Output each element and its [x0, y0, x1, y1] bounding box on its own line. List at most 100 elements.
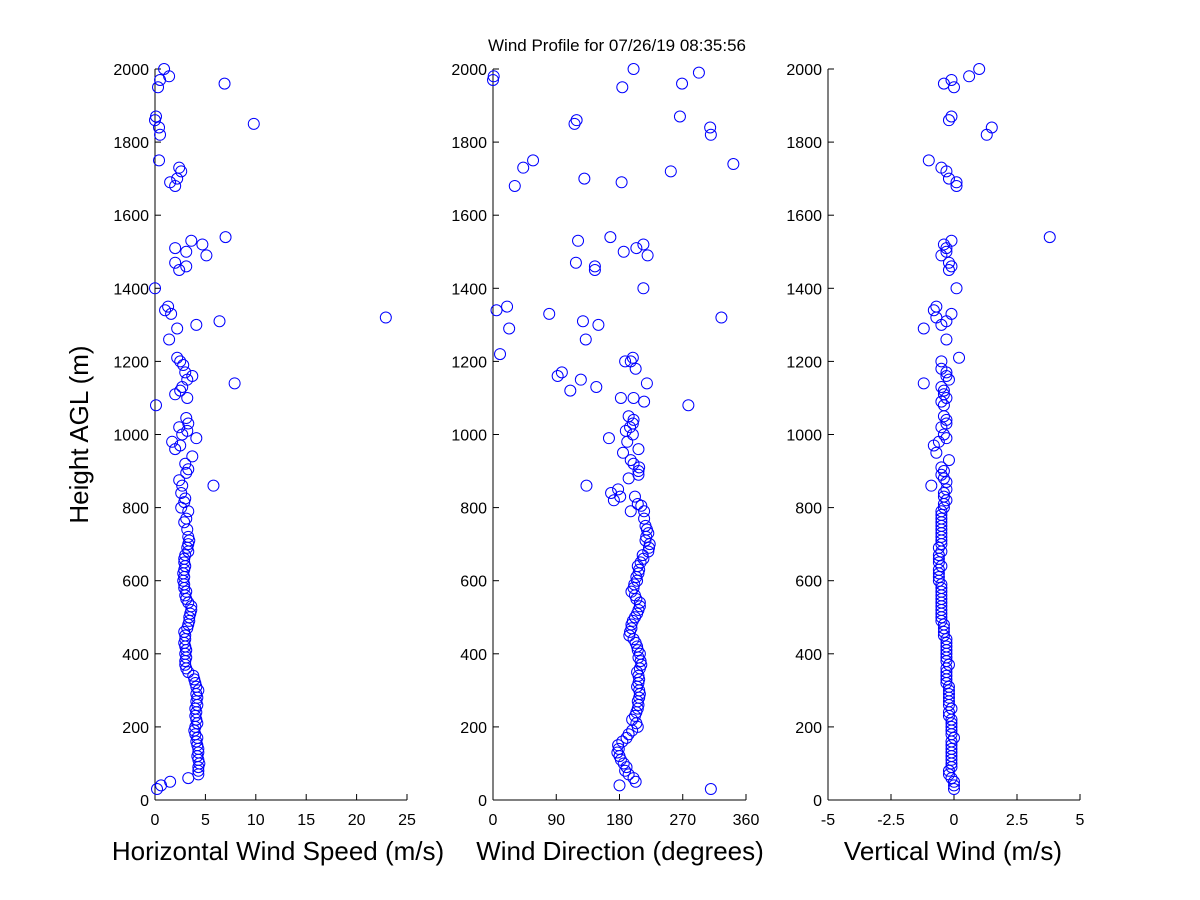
data-point	[613, 779, 626, 792]
data-point	[948, 731, 960, 744]
x-tick-label: 0	[950, 812, 959, 829]
data-point	[153, 154, 166, 167]
data-point	[487, 73, 499, 86]
data-point	[501, 300, 514, 313]
data-point	[616, 735, 629, 748]
data-point	[640, 377, 653, 390]
x-tick-label: 2.5	[1006, 812, 1028, 829]
data-point	[673, 110, 686, 123]
data-point	[624, 454, 637, 467]
data-point	[622, 768, 635, 781]
data-point	[171, 322, 184, 335]
data-points	[487, 63, 740, 796]
data-point	[632, 468, 645, 481]
y-tick-label: 0	[140, 793, 149, 810]
data-point	[932, 571, 945, 584]
data-point	[619, 424, 632, 437]
data-point	[940, 417, 953, 430]
x-tick-label: 5	[201, 812, 210, 829]
data-point	[629, 775, 642, 788]
data-point	[935, 560, 948, 573]
y-tick-label: 1600	[451, 208, 487, 225]
data-point	[568, 117, 581, 130]
data-point	[602, 432, 615, 445]
y-tick-label: 1600	[786, 208, 822, 225]
data-point	[629, 636, 642, 649]
data-point	[628, 578, 641, 591]
data-point	[942, 764, 955, 777]
data-point	[181, 391, 194, 404]
data-point	[551, 370, 564, 383]
data-point	[945, 742, 958, 755]
data-point	[555, 366, 568, 379]
y-tick-label: 600	[122, 574, 149, 591]
data-point	[592, 318, 605, 331]
y-tick-label: 800	[795, 501, 822, 518]
data-point	[154, 128, 167, 141]
data-point	[173, 474, 186, 487]
data-point	[615, 176, 628, 189]
data-point	[503, 322, 516, 335]
data-point	[917, 377, 930, 390]
data-point	[617, 757, 630, 770]
y-tick-label: 1800	[451, 135, 487, 152]
data-point	[937, 472, 950, 485]
y-tick-label: 2000	[451, 62, 487, 79]
data-point	[165, 307, 178, 320]
data-point	[163, 333, 176, 346]
y-tick-label: 600	[460, 574, 487, 591]
data-point	[630, 242, 643, 255]
data-point	[948, 783, 960, 796]
data-point	[612, 742, 625, 755]
data-point	[579, 333, 592, 346]
data-point	[169, 256, 182, 269]
data-point	[174, 355, 187, 368]
y-tick-label: 0	[813, 793, 822, 810]
data-point	[704, 128, 717, 141]
data-point	[178, 556, 191, 569]
data-point	[932, 549, 945, 562]
data-point	[935, 362, 948, 375]
data-point	[574, 373, 587, 386]
data-point	[945, 702, 958, 715]
data-point	[634, 655, 647, 668]
data-point	[937, 388, 950, 401]
data-point	[937, 384, 950, 397]
data-point	[617, 245, 630, 258]
data-point	[590, 380, 603, 393]
data-point	[945, 720, 958, 733]
data-point	[940, 391, 953, 404]
data-point	[935, 512, 948, 525]
data-point	[692, 66, 705, 79]
data-point	[935, 380, 948, 393]
data-point	[185, 603, 198, 616]
data-point	[164, 775, 177, 788]
data-point	[564, 384, 577, 397]
data-point	[627, 391, 640, 404]
data-point	[219, 231, 232, 244]
data-point	[940, 333, 953, 346]
data-point	[942, 264, 955, 277]
data-point	[624, 355, 637, 368]
data-point	[580, 479, 593, 492]
data-point	[638, 395, 651, 408]
data-point	[508, 179, 521, 192]
data-point	[937, 465, 950, 478]
data-point	[676, 77, 689, 90]
data-point	[626, 417, 639, 430]
panel-1: 0 200 400 600 800 1000 1200 1400 1600 1800 2000 0 5 1…	[64, 62, 444, 866]
data-point	[942, 768, 955, 781]
data-point	[935, 161, 948, 174]
data-point	[942, 658, 955, 671]
data-point	[935, 578, 948, 591]
data-point	[176, 479, 189, 492]
data-point	[627, 582, 640, 595]
data-point	[179, 457, 192, 470]
data-point	[940, 669, 953, 682]
y-tick-label: 1000	[786, 428, 822, 445]
data-point	[626, 614, 639, 627]
data-point	[641, 249, 654, 262]
x-axis-label: Horizontal Wind Speed (m/s)	[112, 836, 444, 866]
data-point	[517, 161, 530, 174]
